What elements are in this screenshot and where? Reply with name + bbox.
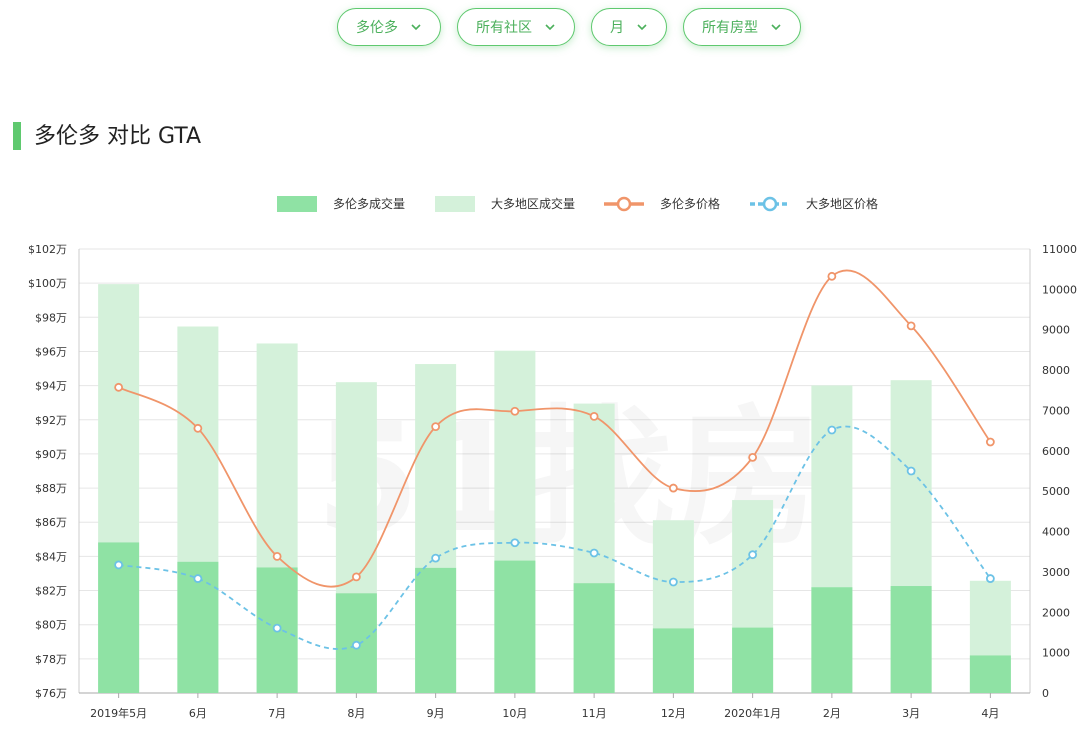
gta-price-point	[193, 574, 203, 583]
legend-gta-price-swatch-marker	[762, 196, 778, 212]
right-axis-tick-label: 8000	[1042, 364, 1070, 377]
right-axis-tick-label: 4000	[1042, 526, 1070, 539]
legend-toronto-price-swatch-marker	[616, 196, 632, 212]
toronto-price-point	[510, 406, 520, 416]
right-axis-tick-label: 9000	[1042, 324, 1070, 337]
left-axis-tick-label: $78万	[35, 653, 67, 666]
gta-price-point	[985, 574, 995, 583]
x-axis-tick-label: 11月	[582, 707, 607, 720]
right-axis-tick-label: 1000	[1042, 647, 1070, 660]
gta-price-point	[906, 466, 916, 476]
right-axis-tick-label: 11000	[1042, 243, 1077, 256]
community-filter-dropdown[interactable]: 所有社区	[457, 8, 575, 46]
toronto-price-point	[193, 423, 203, 433]
right-axis-tick-label: 7000	[1042, 404, 1070, 417]
right-axis-tick-label: 6000	[1042, 445, 1070, 458]
left-axis-tick-label: $84万	[35, 550, 67, 563]
toronto-price-point	[748, 452, 758, 462]
toronto-price-point	[431, 422, 441, 432]
toronto-volume-bar	[177, 561, 219, 693]
toronto-price-point	[668, 483, 678, 493]
toronto-price-point	[827, 271, 837, 281]
right-axis-tick-label: 10000	[1042, 283, 1077, 296]
property-type-filter-label: 所有房型	[702, 20, 758, 36]
toronto-volume-bar	[969, 655, 1011, 693]
left-axis-tick-label: $88万	[35, 482, 67, 495]
legend-toronto-volume-swatch	[277, 196, 317, 212]
property-type-filter-dropdown[interactable]: 所有房型	[683, 8, 801, 46]
gta-price-point	[668, 577, 678, 587]
gta-price-point	[272, 623, 282, 633]
toronto-price-point	[351, 572, 361, 582]
x-axis-tick-label: 2019年5月	[90, 706, 147, 720]
left-axis-tick-label: $90万	[35, 448, 67, 461]
left-axis-tick-label: $102万	[28, 243, 67, 256]
chevron-down-icon	[411, 24, 421, 31]
section-title: 多伦多 对比 GTA	[34, 124, 202, 149]
city-filter-dropdown[interactable]: 多伦多	[337, 8, 441, 46]
x-axis-tick-label: 2月	[823, 707, 841, 720]
toronto-volume-bar	[573, 583, 615, 693]
left-axis-tick-label: $100万	[28, 277, 67, 290]
toronto-price-point	[272, 551, 282, 561]
toronto-price-point	[114, 382, 124, 392]
right-axis-tick-label: 5000	[1042, 485, 1070, 498]
right-axis-tick-label: 3000	[1042, 566, 1070, 579]
gta-price-point	[431, 553, 441, 563]
right-axis-tick-label: 2000	[1042, 606, 1070, 619]
legend-toronto-price-label: 多伦多价格	[660, 196, 720, 211]
toronto-volume-bar	[652, 628, 694, 693]
section-title-accent	[13, 122, 21, 150]
x-axis-tick-label: 7月	[268, 707, 286, 720]
x-axis-tick-label: 3月	[902, 707, 920, 720]
gta-price-point	[114, 560, 124, 570]
toronto-price-point	[906, 321, 916, 331]
legend-gta-volume-label: 大多地区成交量	[491, 196, 575, 211]
toronto-volume-bar	[415, 567, 457, 693]
left-axis-tick-label: $94万	[35, 380, 67, 393]
x-axis-tick-label: 4月	[981, 707, 999, 720]
period-filter-label: 月	[610, 20, 624, 36]
toronto-price-line	[118, 269, 992, 588]
left-axis-tick-label: $92万	[35, 414, 67, 427]
x-axis-tick-label: 2020年1月	[724, 706, 781, 720]
x-axis-tick-label: 6月	[189, 707, 207, 720]
toronto-volume-bar	[732, 627, 774, 693]
price-volume-chart: $76万 $78万 $80万 $82万 $84万 $86万 $88万 $90万 $92万 $94万…	[28, 196, 1077, 720]
period-filter-dropdown[interactable]: 月	[591, 8, 667, 46]
gta-price-point	[510, 538, 520, 548]
left-axis-tick-label: $76万	[35, 687, 67, 700]
gta-price-point	[589, 548, 599, 558]
x-axis-tick-label: 12月	[661, 707, 686, 720]
gta-price-point	[748, 550, 758, 560]
left-axis-tick-label: $86万	[35, 516, 67, 529]
left-axis-tick-label: $98万	[35, 311, 67, 324]
toronto-price-point	[985, 437, 995, 447]
x-axis-tick-label: 8月	[347, 707, 365, 720]
gta-price-point	[827, 425, 837, 435]
toronto-price-point	[589, 411, 599, 421]
right-axis-tick-label: 0	[1042, 687, 1049, 700]
community-filter-label: 所有社区	[476, 20, 532, 36]
toronto-volume-bar	[494, 560, 536, 693]
toronto-volume-bar	[811, 587, 853, 693]
legend-gta-price-label: 大多地区价格	[806, 196, 878, 211]
left-axis-tick-label: $80万	[35, 619, 67, 632]
x-axis-tick-label: 9月	[427, 707, 445, 720]
chevron-down-icon	[771, 24, 781, 31]
legend-gta-volume-swatch	[435, 196, 475, 212]
legend-toronto-volume-label: 多伦多成交量	[333, 196, 405, 211]
gta-price-point	[351, 640, 361, 650]
chevron-down-icon	[637, 24, 647, 31]
chevron-down-icon	[545, 24, 555, 31]
left-axis-tick-label: $96万	[35, 345, 67, 358]
x-axis-tick-label: 10月	[502, 707, 527, 720]
city-filter-label: 多伦多	[356, 20, 398, 36]
filter-bar: 多伦多 所有社区 月 所有房型	[0, 8, 1087, 48]
left-axis-tick-label: $82万	[35, 585, 67, 598]
toronto-volume-bar	[890, 586, 932, 693]
